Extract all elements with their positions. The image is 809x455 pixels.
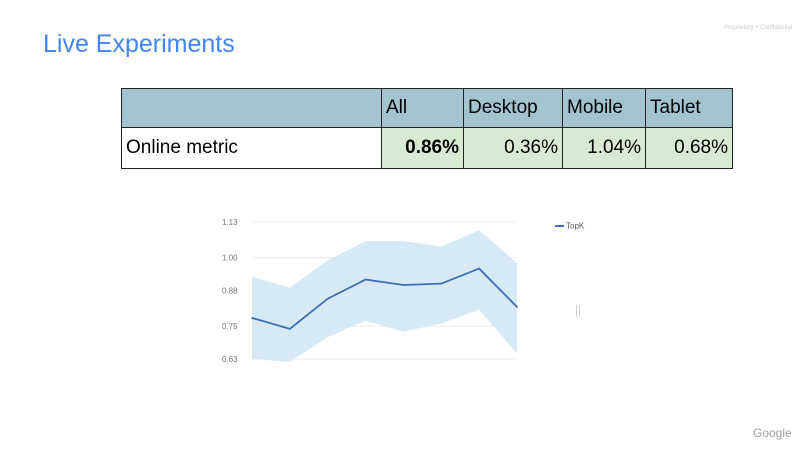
y-tick-label: 0.63 bbox=[222, 355, 238, 364]
y-tick-label: 1.00 bbox=[222, 254, 238, 263]
data-point bbox=[478, 267, 480, 270]
header-cell-tablet: Tablet bbox=[645, 88, 733, 128]
series-lines bbox=[251, 267, 518, 330]
legend-swatch bbox=[555, 225, 564, 227]
cell-all: 0.86% bbox=[381, 127, 464, 169]
confidence-band bbox=[252, 230, 517, 362]
y-tick-label: 0.75 bbox=[222, 322, 238, 331]
table-header-row: All Desktop Mobile Tablet bbox=[121, 88, 733, 128]
header-cell-all: All bbox=[381, 88, 464, 128]
cell-mobile: 1.04% bbox=[562, 127, 646, 169]
data-point bbox=[440, 282, 443, 285]
header-cell-mobile: Mobile bbox=[562, 88, 646, 128]
data-point bbox=[402, 284, 405, 286]
y-tick-label: 1.13 bbox=[222, 218, 238, 227]
chart-legend: TopK bbox=[555, 222, 585, 231]
header-cell-desktop: Desktop bbox=[463, 88, 563, 128]
cell-tablet: 0.68% bbox=[645, 127, 733, 169]
confidential-label: Proprietary + Confidential bbox=[724, 25, 792, 31]
table-row: Online metric 0.86% 0.36% 1.04% 0.68% bbox=[121, 127, 733, 169]
google-logo: Google bbox=[753, 426, 792, 440]
data-point bbox=[289, 328, 291, 330]
data-point bbox=[326, 297, 329, 300]
data-point bbox=[251, 317, 253, 319]
legend-label: TopK bbox=[566, 222, 585, 231]
row-label: Online metric bbox=[121, 127, 382, 169]
divider-mark bbox=[576, 305, 577, 317]
results-table: All Desktop Mobile Tablet Online metric … bbox=[121, 88, 733, 169]
divider-mark bbox=[579, 305, 580, 317]
data-point bbox=[516, 306, 518, 308]
slide-title: Live Experiments bbox=[43, 30, 235, 58]
y-axis-ticks: 1.13 1.00 0.88 0.75 0.63 bbox=[222, 218, 238, 364]
y-tick-label: 0.88 bbox=[222, 287, 238, 296]
data-point bbox=[364, 278, 367, 281]
confidence-bands bbox=[252, 230, 517, 362]
cell-desktop: 0.36% bbox=[463, 127, 563, 169]
series-line-topk bbox=[251, 267, 518, 330]
header-cell-empty bbox=[121, 88, 382, 128]
